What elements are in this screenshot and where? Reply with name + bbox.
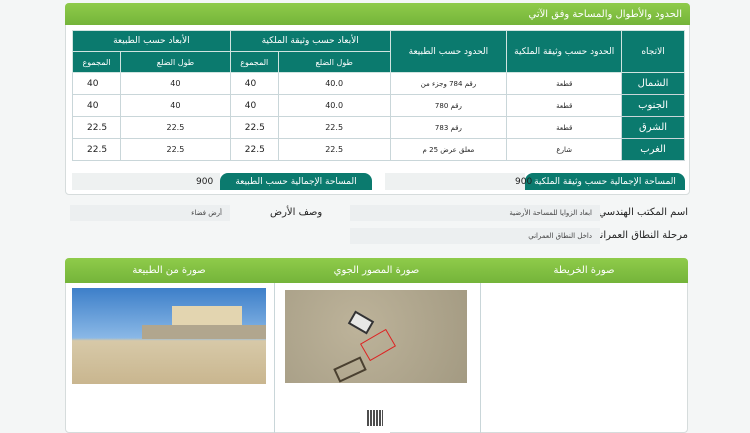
nature-bound-cell: رقم 784 وجزء من — [389, 72, 508, 95]
nature-area-label: المساحة الإجمالية حسب الطبيعة — [220, 173, 372, 190]
nature-area-number: 900 — [196, 176, 214, 187]
table-row: الجنوب قطعة رقم 780 40.0 40 40 40 — [72, 94, 685, 117]
wall-shape — [142, 325, 266, 339]
deed-bound-cell: شارع — [506, 138, 623, 161]
nature-total-cell: 40 — [72, 94, 121, 117]
direction-cell: الشمال — [621, 72, 685, 95]
qr-code[interactable] — [360, 405, 390, 433]
header-side-length: طول الضلع — [277, 51, 391, 73]
nature-length-cell: 40 — [120, 94, 231, 117]
land-desc-value: أرض فضاء — [70, 205, 230, 221]
direction-cell: الجنوب — [621, 94, 685, 117]
deed-length-cell: 40.0 — [277, 72, 391, 95]
zone-value: داخل النطاق العمراني — [350, 228, 600, 244]
header-total: المجموع — [72, 51, 121, 73]
header-nature-bounds: الحدود حسب الطبيعة — [389, 30, 508, 73]
nature-bound-cell: رقم 783 — [389, 116, 508, 139]
nature-length-cell: 22.5 — [120, 116, 231, 139]
header-total: المجموع — [229, 51, 279, 73]
aerial-photo[interactable] — [285, 290, 467, 383]
deed-length-cell: 40.0 — [277, 94, 391, 117]
table-row: الغرب شارع معلق عرض 25 م 22.5 22.5 22.5 22.5 — [72, 138, 685, 161]
nature-bound-cell: رقم 780 — [389, 94, 508, 117]
section-title: الحدود والأطوال والمساحة وفق الآتي — [528, 8, 682, 20]
building-shape — [333, 356, 367, 383]
nature-image-title: صورة من الطبيعة — [132, 265, 206, 276]
office-label: اسم المكتب الهندسي — [598, 207, 688, 218]
deed-area-value: 900 — [385, 173, 532, 190]
map-image-title: صورة الخريطة — [553, 265, 615, 276]
header-deed-bounds: الحدود حسب وثيقة الملكية — [506, 30, 623, 73]
office-value: ابعاد الزوايا للمساحة الأرضية — [350, 205, 600, 221]
table-row: الشرق قطعة رقم 783 22.5 22.5 22.5 22.5 — [72, 116, 685, 139]
deed-bound-cell: قطعة — [506, 72, 623, 95]
nature-length-cell: 40 — [120, 72, 231, 95]
nature-length-cell: 22.5 — [120, 138, 231, 161]
aerial-image-title: صورة المصور الجوي — [333, 265, 420, 276]
nature-bound-cell: معلق عرض 25 م — [389, 138, 508, 161]
table-row: الشمال قطعة رقم 784 وجزء من 40.0 40 40 40 — [72, 72, 685, 95]
column-divider — [274, 283, 275, 433]
land-desc-label: وصف الأرض — [270, 207, 323, 218]
boundaries-header: الحدود والأطوال والمساحة وفق الآتي — [65, 3, 690, 25]
deed-area-label: المساحة الإجمالية حسب وثيقة الملكية — [525, 173, 685, 190]
deed-bound-cell: قطعة — [506, 116, 623, 139]
nature-area-value: 900 — [72, 173, 220, 190]
deed-total-cell: 22.5 — [229, 138, 279, 161]
nature-photo[interactable] — [72, 288, 266, 384]
nature-total-cell: 22.5 — [72, 138, 121, 161]
nature-total-cell: 22.5 — [72, 116, 121, 139]
direction-cell: الشرق — [621, 116, 685, 139]
building-shape — [347, 310, 375, 335]
header-direction: الاتجاه — [621, 30, 685, 73]
nature-total-cell: 40 — [72, 72, 121, 95]
header-nature-dims: الأبعاد حسب الطبيعة — [72, 30, 231, 52]
deed-area-number: 900 — [515, 176, 533, 187]
zone-label: مرحلة النطاق العمراني — [592, 230, 688, 241]
building-shape — [172, 306, 242, 326]
deed-length-cell: 22.5 — [277, 138, 391, 161]
boundaries-table: الاتجاه الحدود حسب وثيقة الملكية الحدود … — [72, 30, 685, 161]
deed-bound-cell: قطعة — [506, 94, 623, 117]
qr-pattern — [367, 410, 383, 426]
column-divider — [480, 283, 481, 433]
deed-total-cell: 40 — [229, 72, 279, 95]
deed-total-cell: 40 — [229, 94, 279, 117]
deed-length-cell: 22.5 — [277, 116, 391, 139]
images-header: صورة الخريطة صورة المصور الجوي صورة من ا… — [65, 258, 688, 283]
header-deed-dims: الأبعاد حسب وثيقة الملكية — [229, 30, 391, 52]
direction-cell: الغرب — [621, 138, 685, 161]
deed-total-cell: 22.5 — [229, 116, 279, 139]
header-side-length: طول الضلع — [120, 51, 231, 73]
